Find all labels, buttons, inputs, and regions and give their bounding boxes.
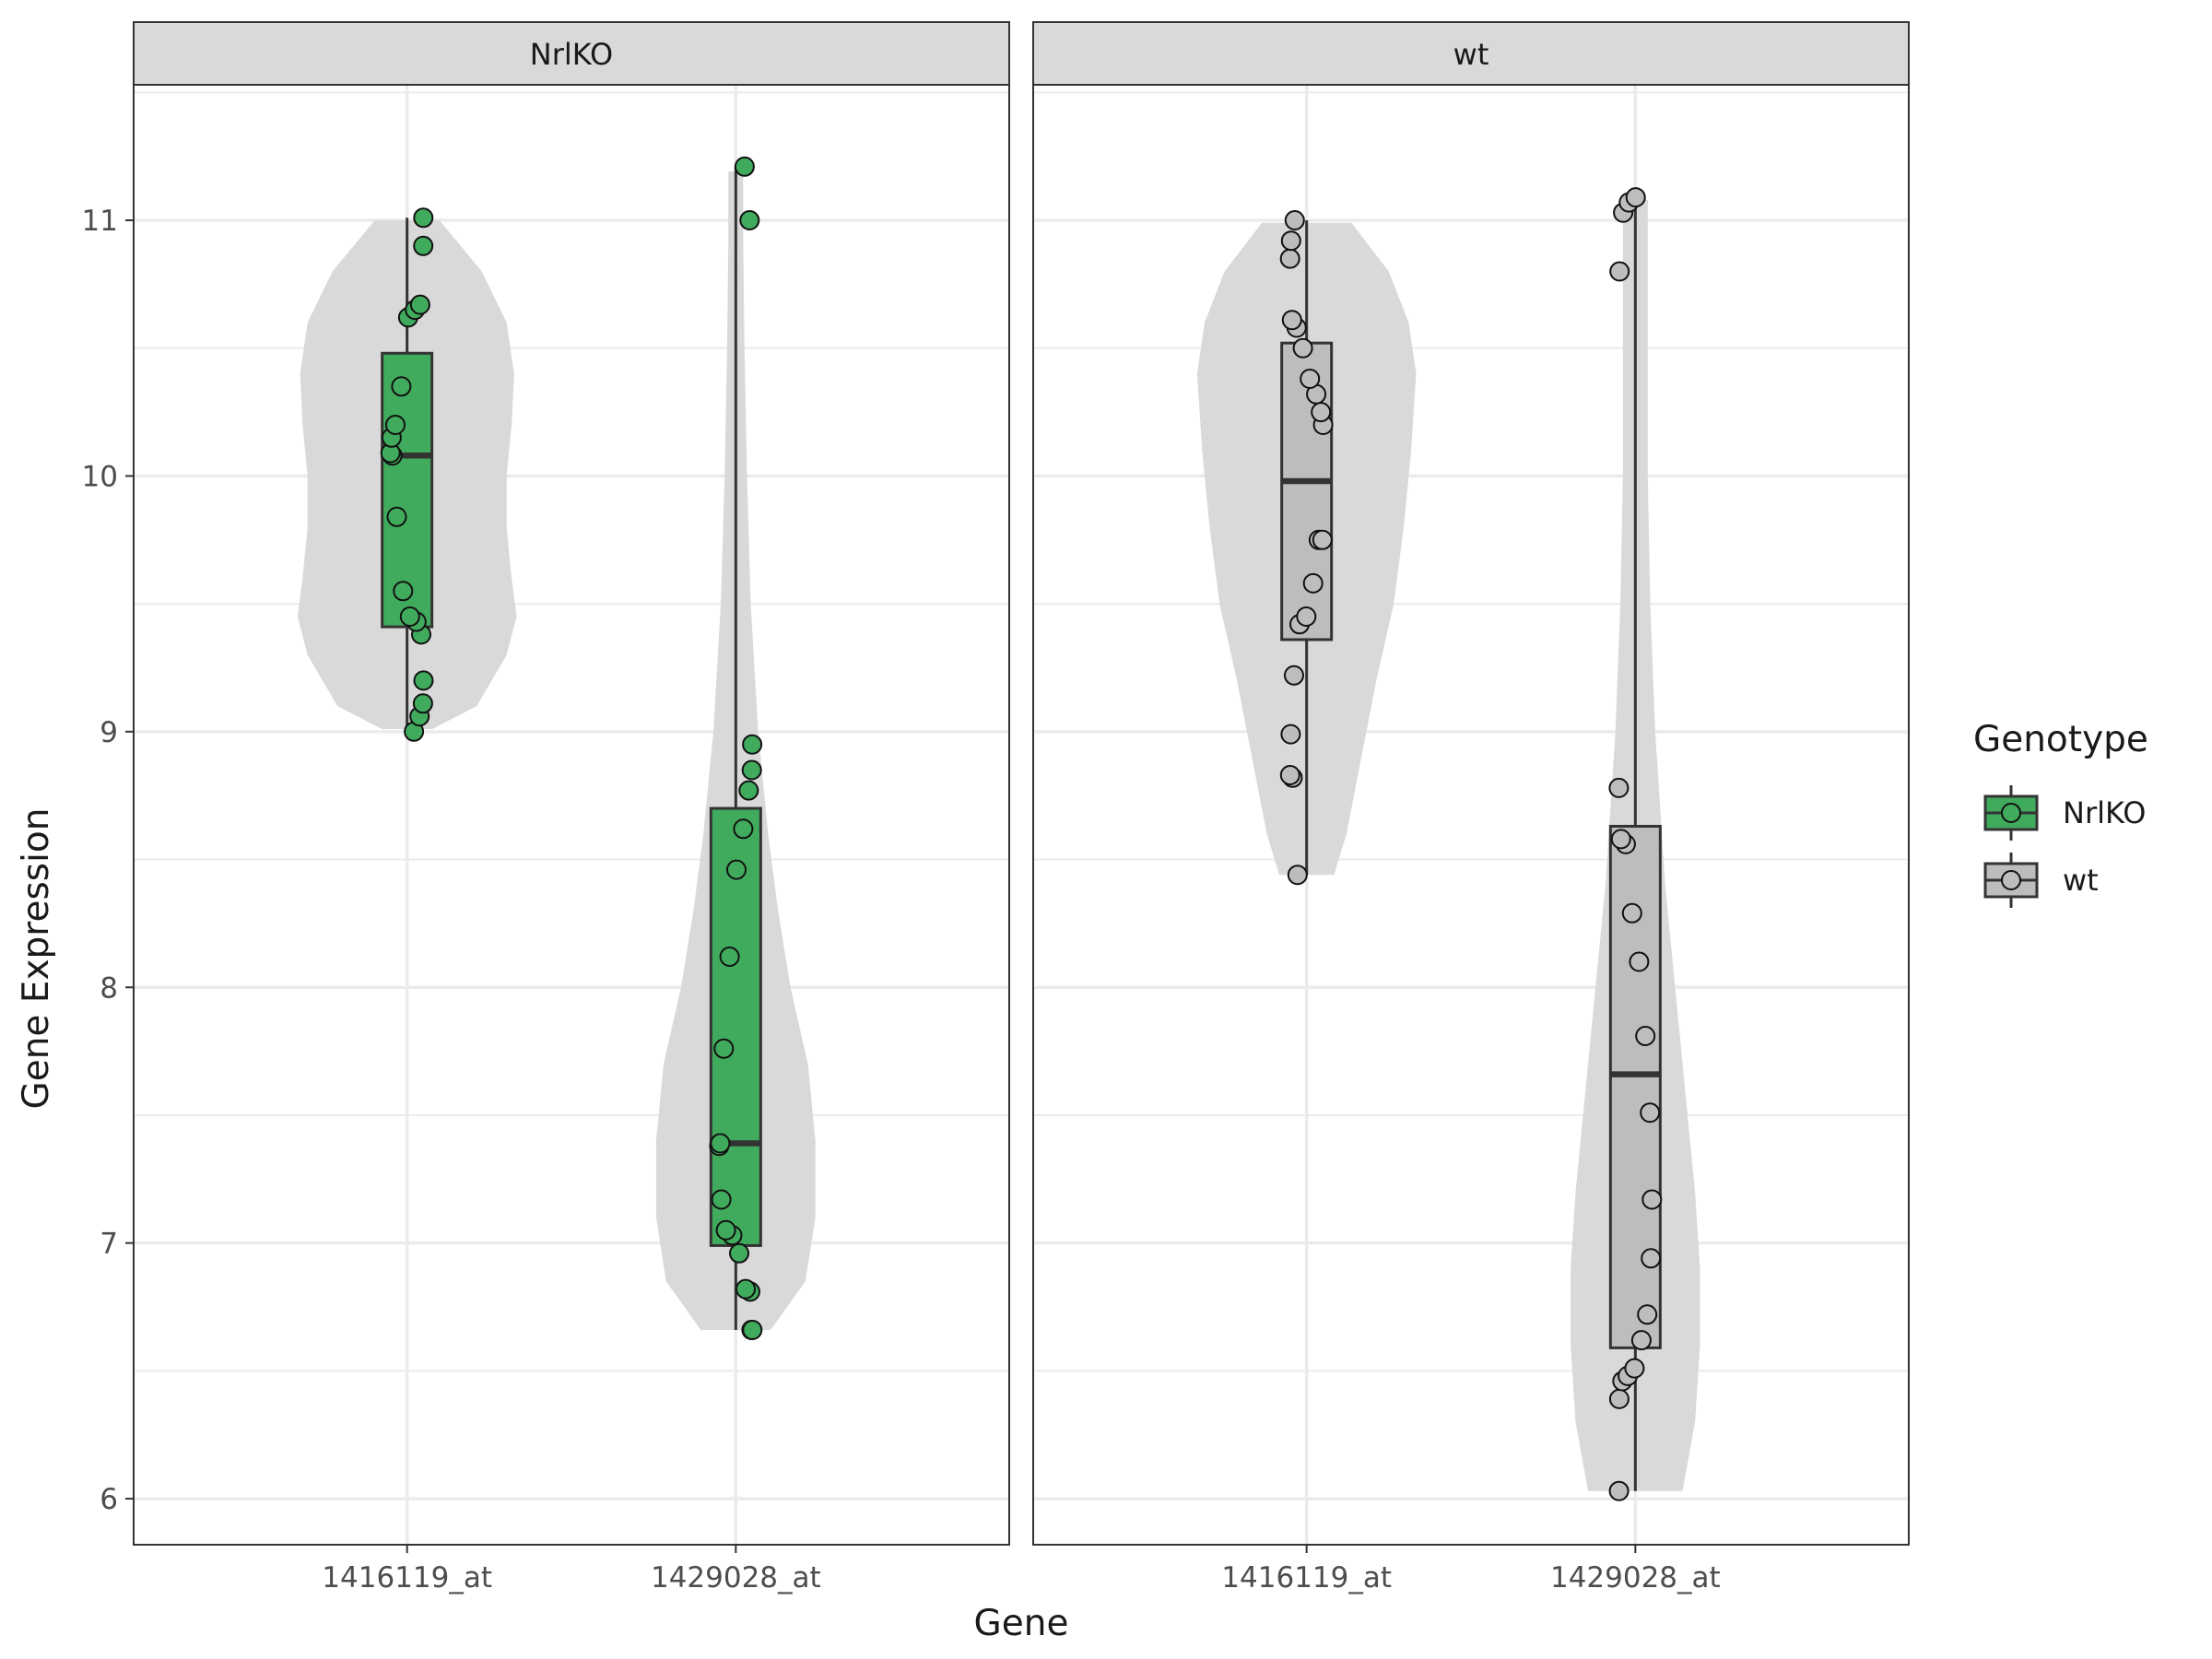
data-point (1621, 902, 1642, 924)
x-tick-label: 1416119_at (1221, 1561, 1392, 1594)
facet-strip-label: wt (1453, 37, 1489, 72)
data-point (413, 670, 434, 691)
legend-label: wt (2063, 863, 2099, 898)
data-point (1292, 337, 1313, 359)
data-point (1608, 1388, 1630, 1409)
y-axis-title: Gene Expression (16, 807, 57, 1109)
data-point (1641, 1248, 1662, 1269)
data-point (1608, 1480, 1630, 1501)
legend-point (2001, 803, 2021, 823)
data-point (412, 693, 433, 714)
data-point (735, 1278, 756, 1300)
data-point (393, 581, 414, 602)
x-tick-label: 1416119_at (322, 1561, 492, 1594)
legend-key-wt: wt (1983, 853, 2099, 908)
data-point (1641, 1189, 1663, 1210)
y-axis-ticks: 6 7 8 9 10 11 (82, 205, 134, 1516)
legend-title: Genotype (1973, 719, 2148, 760)
data-point (413, 207, 434, 229)
data-point (1302, 572, 1324, 594)
data-point (1284, 210, 1305, 230)
data-point (1640, 1102, 1661, 1124)
x-axis-ticks: 1416119_at 1429028_at 1416119_at 1429028_at (322, 1545, 1721, 1594)
data-point (413, 235, 434, 256)
data-point (1280, 724, 1301, 745)
y-tick-label: 8 (100, 971, 118, 1005)
data-point (713, 1038, 735, 1059)
data-point (1635, 1026, 1656, 1046)
data-point (719, 947, 740, 967)
data-point (734, 156, 755, 177)
data-point (385, 415, 406, 435)
data-point (1279, 765, 1300, 785)
panels-layer: NrlKO wt (133, 21, 1910, 1546)
box-1416119_at (381, 351, 434, 629)
data-point (391, 376, 412, 397)
data-point (1637, 1304, 1658, 1325)
facet-strip (1032, 21, 1910, 86)
data-point (1630, 1330, 1652, 1351)
data-point (1311, 402, 1332, 423)
data-point (1280, 230, 1301, 252)
data-point (739, 210, 760, 230)
y-tick-label: 9 (100, 716, 118, 749)
data-point (1609, 261, 1630, 282)
data-point (399, 606, 420, 627)
data-point (386, 506, 407, 527)
x-tick-label: 1429028_at (1550, 1561, 1721, 1594)
y-tick-label: 7 (100, 1228, 118, 1261)
data-point (1284, 665, 1304, 686)
y-tick-label: 10 (82, 460, 118, 493)
facet-strip (133, 21, 1010, 86)
data-point (711, 1189, 732, 1210)
data-point (741, 759, 762, 781)
box-1429028_at (709, 806, 762, 1247)
x-tick-label: 1429028_at (651, 1561, 821, 1594)
data-point (710, 1133, 731, 1154)
data-point (1312, 529, 1333, 550)
legend-label: NrlKO (2063, 795, 2146, 830)
y-tick-label: 11 (82, 205, 118, 238)
data-point (1624, 1358, 1645, 1379)
data-point (1629, 951, 1650, 972)
data-point (1610, 829, 1631, 850)
data-point (1296, 606, 1317, 627)
panel-background (134, 85, 1009, 1545)
legend-key-NrlKO: NrlKO (1983, 785, 2146, 841)
data-point (733, 818, 754, 840)
x-axis-title: Gene (974, 1603, 1069, 1644)
data-point (1287, 865, 1308, 886)
data-point (715, 1219, 736, 1241)
data-point (1300, 369, 1321, 389)
data-point (409, 294, 430, 315)
facet-panel-wt: wt (1032, 21, 1910, 1546)
data-point (1608, 777, 1630, 798)
data-point (742, 734, 763, 755)
data-point (742, 1320, 763, 1340)
legend: Genotype NrlKO wt (1973, 719, 2148, 908)
data-point (1279, 248, 1300, 269)
data-point (738, 780, 759, 801)
facet-panel-NrlKO: NrlKO (133, 21, 1010, 1546)
data-point (726, 859, 747, 880)
panel-background (1033, 85, 1909, 1545)
facet-strip-label: NrlKO (530, 37, 613, 72)
y-tick-label: 6 (100, 1483, 118, 1516)
legend-keys: NrlKO wt (1983, 785, 2146, 908)
data-point (1281, 310, 1302, 331)
data-point (1625, 187, 1646, 208)
legend-point (2001, 870, 2021, 890)
data-point (729, 1242, 749, 1264)
